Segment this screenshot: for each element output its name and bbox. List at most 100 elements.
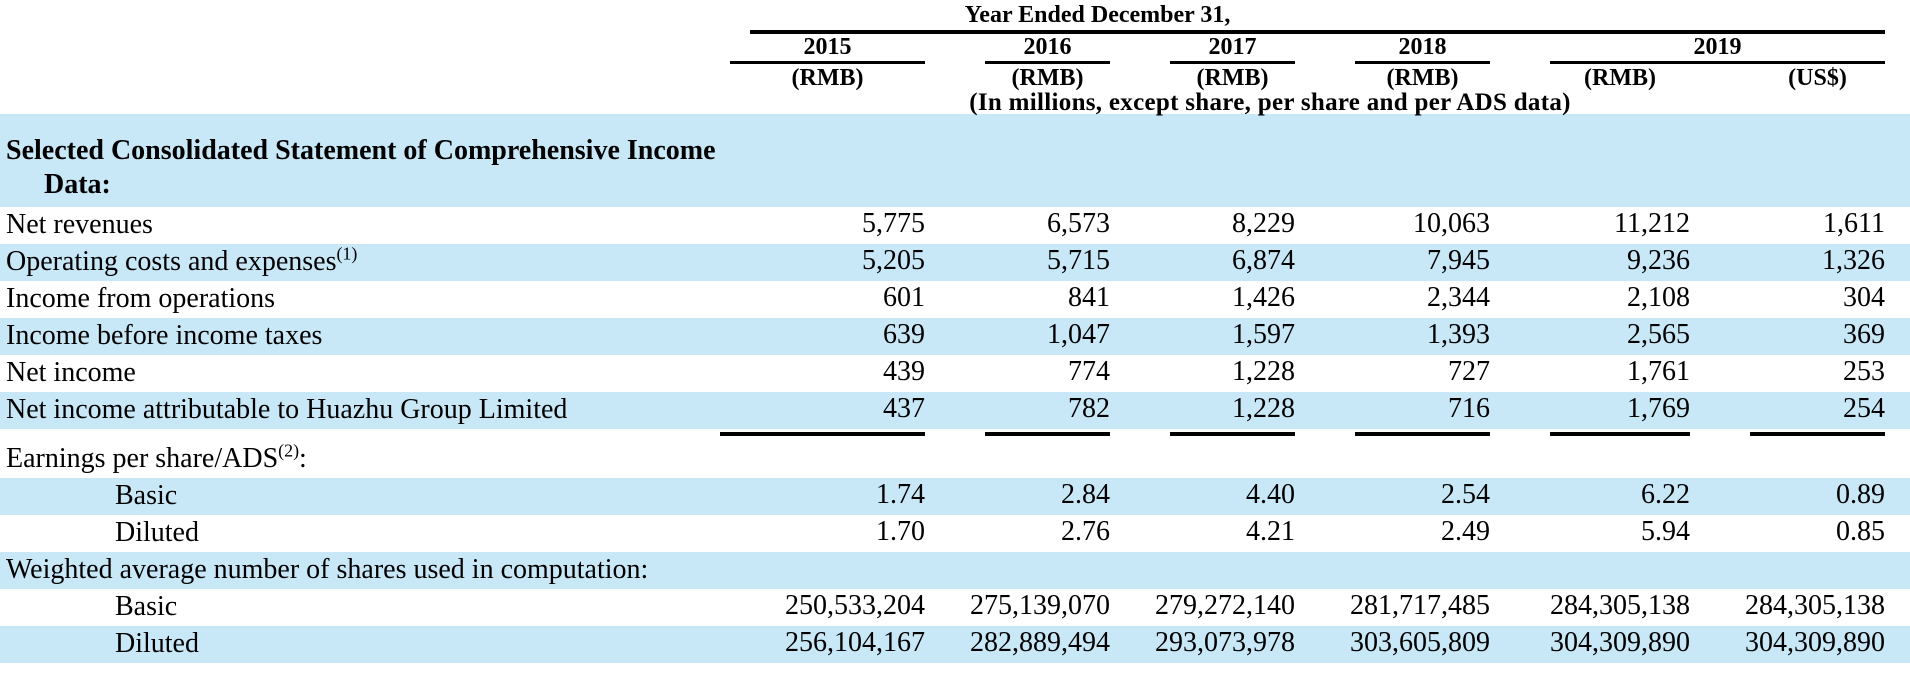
currency-label-rmb: (RMB)	[1386, 65, 1459, 91]
row-label-text: Operating costs and expenses	[6, 246, 337, 277]
value-cell: 304,309,890	[1490, 626, 1690, 663]
spacer-cell	[1885, 244, 1910, 281]
rule-cell	[1690, 429, 1885, 441]
currency-label-usd: (US$)	[1788, 65, 1847, 91]
value-cell: 841	[1068, 282, 1110, 313]
spacer-cell	[1885, 281, 1910, 318]
table-row: Net income attributable to Huazhu Group …	[0, 392, 1910, 429]
value-cell: 2.49	[1441, 516, 1490, 547]
value-cell: 5,205	[630, 244, 925, 281]
value-cell: 0.89	[1690, 478, 1885, 515]
value-cell: 6,573	[1047, 208, 1110, 239]
value-cell: 439	[883, 356, 925, 387]
row-label-text: Earnings per share/ADS	[6, 443, 279, 474]
row-label: Income before income taxes	[0, 318, 630, 355]
currency-header-cell: (RMB)	[1295, 64, 1490, 90]
spacer-cell	[1885, 478, 1910, 515]
value-cell: 7,945	[1295, 244, 1490, 281]
year-header-cell: 2018	[1295, 34, 1490, 64]
footnote-ref: (2)	[278, 440, 300, 461]
year-header-2015: 2015	[730, 34, 925, 64]
table-row: Net revenues 5,775 6,573 8,229 10,063 11,212 1…	[0, 207, 1910, 244]
value-cell: 8,229	[1232, 208, 1295, 239]
value-cell: 293,073,978	[1110, 626, 1295, 663]
row-label: Operating costs and expenses(1)	[0, 244, 630, 281]
value-cell: 1,228	[1232, 356, 1295, 387]
year-header-cell: 2016	[925, 34, 1110, 64]
total-rule	[1750, 432, 1885, 436]
table-row: Weighted average number of shares used i…	[0, 552, 1910, 589]
income-statement-table: Year Ended December 31, 2015 2016 2017 2…	[0, 1, 1910, 663]
value-cell: 256,104,167	[630, 626, 925, 663]
spacer-cell	[1885, 64, 1910, 90]
value-cell: 1,611	[1823, 208, 1885, 239]
spacer-cell	[1885, 318, 1910, 355]
value-cell: 9,236	[1490, 244, 1690, 281]
table-row: Basic 250,533,204 275,139,070 279,272,140 28…	[0, 589, 1910, 626]
value-cell: 254	[1690, 392, 1885, 429]
section-title-line2: Data:	[44, 169, 111, 200]
value-cell: 774	[1068, 356, 1110, 387]
value-cell: 1,393	[1295, 318, 1490, 355]
total-rule	[1550, 432, 1690, 436]
year-header-cell: 2017	[1110, 34, 1295, 64]
row-label-text: Diluted	[115, 517, 199, 548]
value-cell: 601	[883, 282, 925, 313]
value-cell: 2,344	[1427, 282, 1490, 313]
value-cell: 1.70	[876, 516, 925, 547]
period-underline: Year Ended December 31,	[750, 1, 1885, 34]
value-cell: 639	[630, 318, 925, 355]
value-cell: 2.54	[1295, 478, 1490, 515]
table-row: Operating costs and expenses(1) 5,205 5,71…	[0, 244, 1910, 281]
year-header-cell: 2015	[630, 34, 925, 64]
value-cell: 281,717,485	[1350, 590, 1490, 621]
row-label: Basic	[0, 589, 630, 626]
spacer-cell	[1885, 34, 1910, 64]
year-header-2018: 2018	[1355, 34, 1490, 64]
table-row: Income from operations 601 841 1,426 2,344 2,…	[0, 281, 1910, 318]
value-cell: 282,889,494	[925, 626, 1110, 663]
value-cell: 304	[1843, 282, 1885, 313]
total-rule	[1170, 432, 1295, 436]
currency-header-cell: (RMB)	[925, 64, 1110, 90]
total-rule	[985, 432, 1110, 436]
value-cell: 275,139,070	[970, 590, 1110, 621]
value-cell: 1.74	[630, 478, 925, 515]
table-row: Diluted 1.70 2.76 4.21 2.49 5.94 0.85	[0, 515, 1910, 552]
value-cell: 5,715	[925, 244, 1110, 281]
value-cell: 1,761	[1627, 356, 1690, 387]
rule-cell	[925, 429, 1110, 441]
value-cell: 4.21	[1246, 516, 1295, 547]
spacer-cell	[1885, 392, 1910, 429]
table-row: Diluted 256,104,167 282,889,494 293,073,978…	[0, 626, 1910, 663]
row-label-text: Diluted	[115, 628, 199, 659]
section-title: Selected Consolidated Statement of Compr…	[0, 114, 1910, 207]
rule-cell	[630, 429, 925, 441]
value-cell: 727	[1448, 356, 1490, 387]
value-cell: 1,769	[1490, 392, 1690, 429]
value-cell: 1,228	[1110, 392, 1295, 429]
row-label-text: Basic	[115, 480, 178, 511]
units-note-row: (In millions, except share, per share an…	[0, 90, 1910, 115]
value-cell: 284,305,138	[1745, 590, 1885, 621]
value-cell: 1,597	[1110, 318, 1295, 355]
table-row: Income before income taxes 639 1,047 1,597 1…	[0, 318, 1910, 355]
value-cell: 2.76	[1061, 516, 1110, 547]
spacer-cell	[1885, 429, 1910, 441]
row-label-text: Net income	[6, 357, 136, 388]
value-cell: 303,605,809	[1295, 626, 1490, 663]
currency-header-row: (RMB) (RMB) (RMB) (RMB) (RMB) (US$)	[0, 64, 1910, 90]
row-label-suffix: :	[299, 443, 307, 474]
empty-cell	[0, 34, 630, 64]
total-rule-row	[0, 429, 1910, 441]
value-cell: 2.84	[925, 478, 1110, 515]
currency-label-rmb: (RMB)	[1011, 65, 1084, 91]
rule-cell	[1295, 429, 1490, 441]
row-label-text: Net income attributable to Huazhu Group …	[6, 394, 568, 425]
units-note-cell: (In millions, except share, per share an…	[630, 90, 1910, 115]
year-header-2019: 2019	[1550, 34, 1885, 64]
row-label-text: Income from operations	[6, 283, 276, 314]
row-label: Basic	[0, 478, 630, 515]
value-cell: 1,426	[1232, 282, 1295, 313]
